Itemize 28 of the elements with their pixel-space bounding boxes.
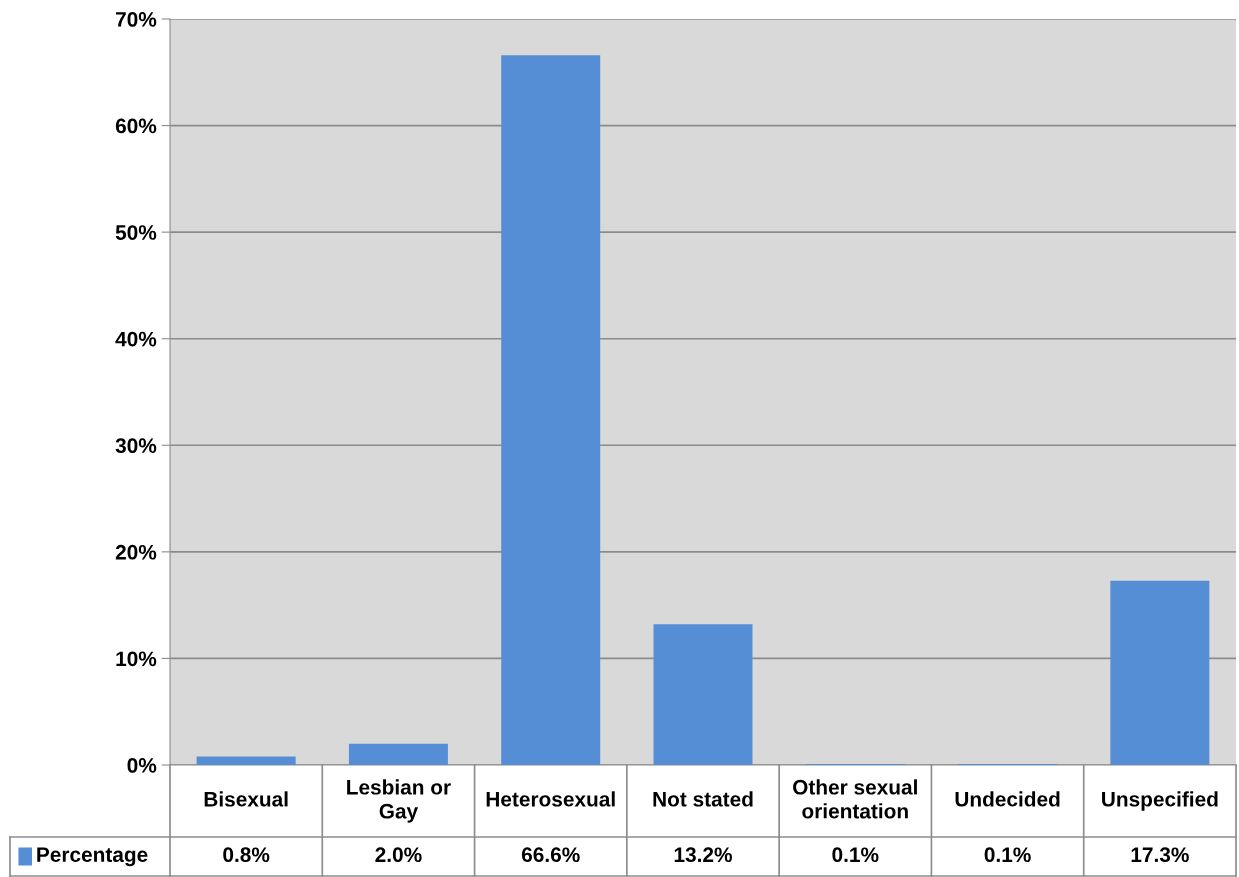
data-label: 0.1%: [832, 847, 879, 863]
x-tick-label: Unspecified: [1102, 791, 1218, 811]
y-tick-label: 60%: [115, 118, 157, 134]
x-tick-label: Undecided: [955, 791, 1060, 807]
data-label: 0.8%: [223, 847, 270, 863]
legend-label: Percentage: [37, 847, 148, 867]
x-tick-label: Bisexual: [204, 791, 288, 807]
x-tick-label: Lesbian or Gay: [347, 779, 451, 823]
x-tick-label: Heterosexual: [486, 791, 615, 807]
x-tick-label: Not stated: [653, 791, 753, 807]
data-label: 17.3%: [1131, 847, 1189, 863]
data-label: 13.2%: [674, 847, 732, 863]
y-tick-label: 10%: [116, 651, 157, 667]
y-tick-label: 0%: [127, 758, 157, 773]
data-label: 0.1%: [984, 847, 1031, 863]
bar: [348, 743, 448, 765]
bar: [196, 756, 296, 765]
y-tick-label: 40%: [115, 331, 157, 347]
bar: [1110, 580, 1210, 765]
data-label: 66.6%: [521, 847, 580, 863]
y-tick-label: 50%: [115, 225, 157, 240]
y-tick-label: 70%: [116, 12, 157, 27]
x-tick-label: Other sexual orientation: [793, 779, 917, 819]
y-tick-label: 30%: [115, 438, 157, 454]
bar: [653, 624, 753, 765]
y-tick-label: 20%: [115, 544, 157, 560]
data-label: 2.0%: [375, 847, 422, 863]
bar: [501, 55, 601, 765]
